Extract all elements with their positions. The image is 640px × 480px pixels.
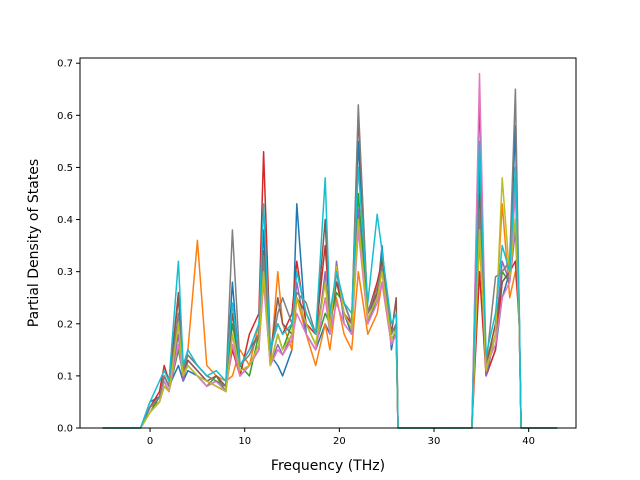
x-tick-label: 20 — [333, 436, 346, 447]
series-line-10 — [102, 140, 558, 429]
y-tick-label: 0.2 — [57, 319, 73, 330]
x-tick-label: 30 — [428, 436, 441, 447]
y-tick-label: 0.4 — [57, 215, 73, 226]
x-tick-label: 10 — [238, 436, 251, 447]
y-axis-label: Partial Density of States — [26, 159, 42, 327]
series-layer — [102, 72, 558, 429]
plot-frame — [79, 57, 577, 429]
series-line-9 — [102, 177, 558, 429]
axes-layer: 0 10 20 30 40 0.0 0.1 0.2 0.3 0.4 0.5 0.6 0.7 — [57, 57, 577, 447]
x-axis-ticks: 0 10 20 30 40 — [147, 428, 535, 447]
series-line-8 — [102, 88, 558, 429]
x-tick-label: 0 — [147, 436, 153, 447]
x-tick-label: 40 — [522, 436, 535, 447]
y-tick-label: 0.3 — [57, 267, 73, 278]
x-axis-label: Frequency (THz) — [271, 458, 385, 474]
y-axis-ticks: 0.0 0.1 0.2 0.3 0.4 0.5 0.6 0.7 — [57, 59, 80, 435]
y-tick-label: 0.0 — [57, 424, 73, 435]
y-tick-label: 0.1 — [57, 371, 73, 382]
y-tick-label: 0.7 — [57, 59, 73, 70]
y-tick-label: 0.6 — [57, 111, 73, 122]
y-tick-label: 0.5 — [57, 163, 73, 174]
